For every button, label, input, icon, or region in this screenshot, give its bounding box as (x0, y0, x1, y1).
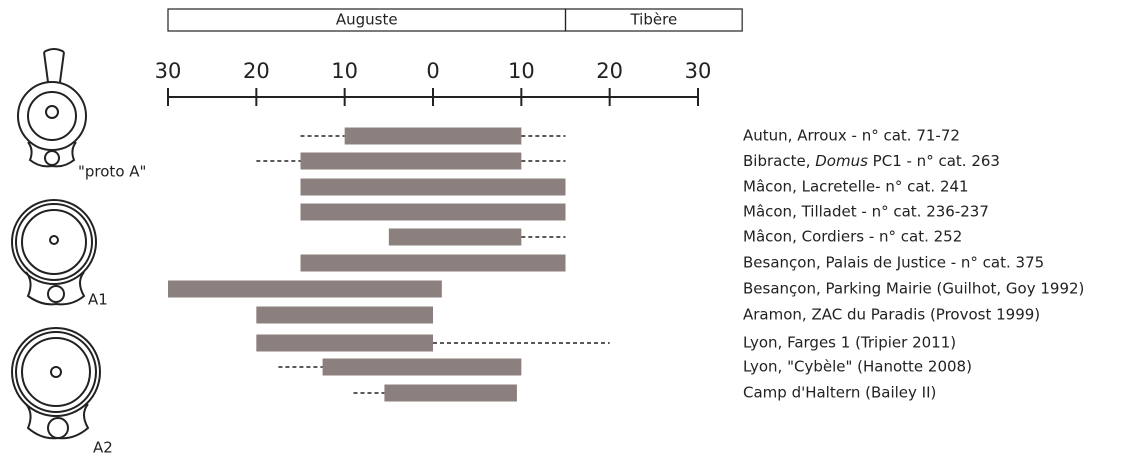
x-tick-label: 0 (426, 59, 439, 83)
row-label: Lyon, "Cybèle" (Hanotte 2008) (743, 358, 972, 376)
x-tick-label: 10 (508, 59, 535, 83)
row-label-part: Domus (815, 152, 868, 170)
row-label: Aramon, ZAC du Paradis (Provost 1999) (743, 306, 1040, 324)
row-label: Mâcon, Cordiers - n° cat. 252 (743, 228, 962, 246)
x-tick-label: 20 (243, 59, 270, 83)
lamp-type-label: A2 (93, 439, 113, 457)
bar (300, 178, 566, 196)
lamp-type-label: "proto A" (78, 163, 146, 181)
x-tick-label: 30 (685, 59, 712, 83)
period-label: Tibère (629, 11, 677, 29)
row-label: Bibracte, Domus PC1 - n° cat. 263 (743, 152, 1000, 170)
x-tick-label: 20 (596, 59, 623, 83)
period-label: Auguste (336, 11, 398, 29)
bar (388, 228, 522, 246)
bar (168, 280, 442, 298)
lamp-drawings (11, 48, 101, 440)
bar (322, 358, 522, 376)
row-label: Lyon, Farges 1 (Tripier 2011) (743, 334, 956, 352)
bar (256, 334, 433, 352)
row-label: Camp d'Haltern (Bailey II) (743, 384, 936, 402)
row-label: Mâcon, Lacretelle- n° cat. 241 (743, 178, 969, 196)
bar (344, 127, 522, 145)
bar (300, 152, 522, 170)
row-label-part: PC1 - n° cat. 263 (868, 152, 1000, 170)
x-tick-label: 30 (155, 59, 182, 83)
row-label: Mâcon, Tilladet - n° cat. 236-237 (743, 203, 989, 221)
row-label: Autun, Arroux - n° cat. 71-72 (743, 127, 960, 145)
bar (300, 203, 566, 221)
row-label: Besançon, Parking Mairie (Guilhot, Goy 1… (743, 280, 1084, 298)
bar (256, 306, 433, 324)
row-label-part: Bibracte, (743, 152, 815, 170)
bar (300, 254, 566, 272)
row-label: Besançon, Palais de Justice - n° cat. 37… (743, 254, 1044, 272)
x-tick-label: 10 (331, 59, 358, 83)
period-box (564, 8, 743, 32)
lamp-type-label: A1 (88, 291, 108, 309)
bar (384, 384, 517, 402)
